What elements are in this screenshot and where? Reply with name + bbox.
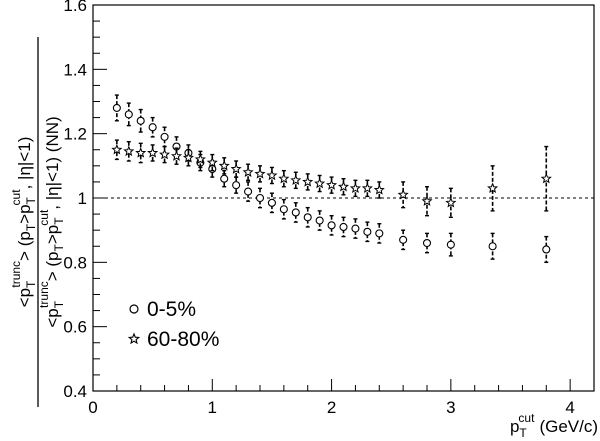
legend-label-0-5: 0-5% (147, 298, 196, 321)
data-point-star (135, 147, 147, 158)
series-circles (112, 94, 551, 264)
data-point-circle (291, 208, 300, 217)
data-point-circle (148, 123, 157, 132)
data-point-star (123, 145, 135, 157)
data-point-star (487, 182, 499, 194)
data-point-circle (160, 132, 169, 141)
x-tick-label: 2 (327, 398, 336, 417)
y-tick-label: 1.6 (63, 0, 87, 15)
series-stars (111, 139, 552, 219)
x-axis-title-unit: (GeV/c) (539, 417, 598, 436)
x-tick-label: 1 (208, 398, 217, 417)
y-tick-label: 1.2 (63, 125, 87, 144)
data-point-circle (279, 205, 288, 214)
data-point-circle (255, 193, 265, 203)
data-point-circle (363, 227, 372, 236)
data-point-star (540, 172, 552, 184)
data-point-star (337, 180, 350, 192)
x-axis-title-sub: T (519, 426, 527, 440)
data-point-circle (542, 245, 551, 254)
data-point-star (182, 151, 194, 163)
axis-ticks-layer: 0 1 2 3 4 0.4 0.6 0.8 1 1.2 1.4 1.6 (63, 0, 595, 417)
y-axis-title-denominator: <pTtrunc> (pT>pTcut, |η|<1) (NN) (37, 116, 66, 327)
data-point-circle (220, 174, 229, 183)
data-point-star (218, 160, 230, 171)
y-tick-label: 0.8 (63, 253, 87, 272)
y-axis-title: <pTtrunc> (pT>pTcut, |η|<1) <pTtrunc> (p… (9, 37, 66, 407)
legend-label-60-80: 60-80% (147, 328, 219, 351)
data-point-star (242, 166, 254, 177)
data-point-circle (136, 116, 145, 125)
x-axis-title-sup: cut (518, 411, 535, 425)
legend-entry-0-5: 0-5% (129, 298, 196, 321)
legend-marker-open-circle (129, 304, 139, 314)
x-tick-label: 0 (88, 398, 97, 417)
data-point-circle (375, 229, 384, 238)
x-tick-label: 4 (565, 398, 574, 417)
data-point-star (349, 182, 361, 194)
data-point-star (361, 182, 373, 194)
data-point-circle (315, 216, 324, 225)
y-tick-label: 1 (78, 189, 87, 208)
y-tick-label: 1.4 (63, 60, 87, 79)
data-point-star (230, 163, 242, 174)
data-point-star (159, 148, 171, 160)
data-marks-layer (111, 94, 552, 264)
data-point-star (266, 169, 278, 181)
legend-marker-open-star (127, 332, 141, 345)
y-tick-label: 0.6 (63, 318, 87, 337)
data-point-star (278, 172, 290, 184)
x-axis-title: pTcut (GeV/c) (510, 411, 598, 440)
data-point-star (302, 176, 314, 187)
data-point-circle (351, 224, 360, 233)
data-point-circle (124, 110, 133, 119)
data-point-star (314, 177, 326, 189)
data-point-star (397, 188, 409, 200)
data-point-star (290, 174, 302, 186)
y-axis-title-numerator: <pTtrunc> (pT>pTcut, |η|<1) (9, 137, 38, 308)
data-point-star (111, 143, 123, 155)
x-tick-label: 3 (446, 398, 455, 417)
legend: 0-5% 60-80% (127, 298, 219, 351)
data-point-star (326, 179, 338, 190)
data-point-star (445, 197, 457, 208)
legend-entry-60-80: 60-80% (127, 328, 219, 351)
data-point-circle (244, 187, 253, 196)
data-point-circle (327, 221, 336, 230)
data-point-circle (488, 242, 497, 251)
data-point-circle (399, 235, 408, 244)
data-point-star (194, 153, 206, 165)
data-point-star (206, 156, 218, 168)
data-point-star (170, 150, 183, 161)
data-point-star (373, 184, 385, 195)
data-point-circle (232, 181, 241, 190)
data-point-circle (303, 213, 312, 222)
data-point-circle (112, 103, 121, 112)
data-point-star (254, 168, 266, 179)
data-point-circle (267, 198, 276, 207)
x-axis-title-base: p (510, 417, 519, 436)
data-point-star (147, 147, 159, 158)
data-point-circle (446, 240, 455, 249)
y-tick-label: 0.4 (63, 382, 87, 401)
data-point-star (421, 195, 433, 206)
data-point-circle (422, 238, 432, 248)
data-point-circle (339, 222, 348, 231)
